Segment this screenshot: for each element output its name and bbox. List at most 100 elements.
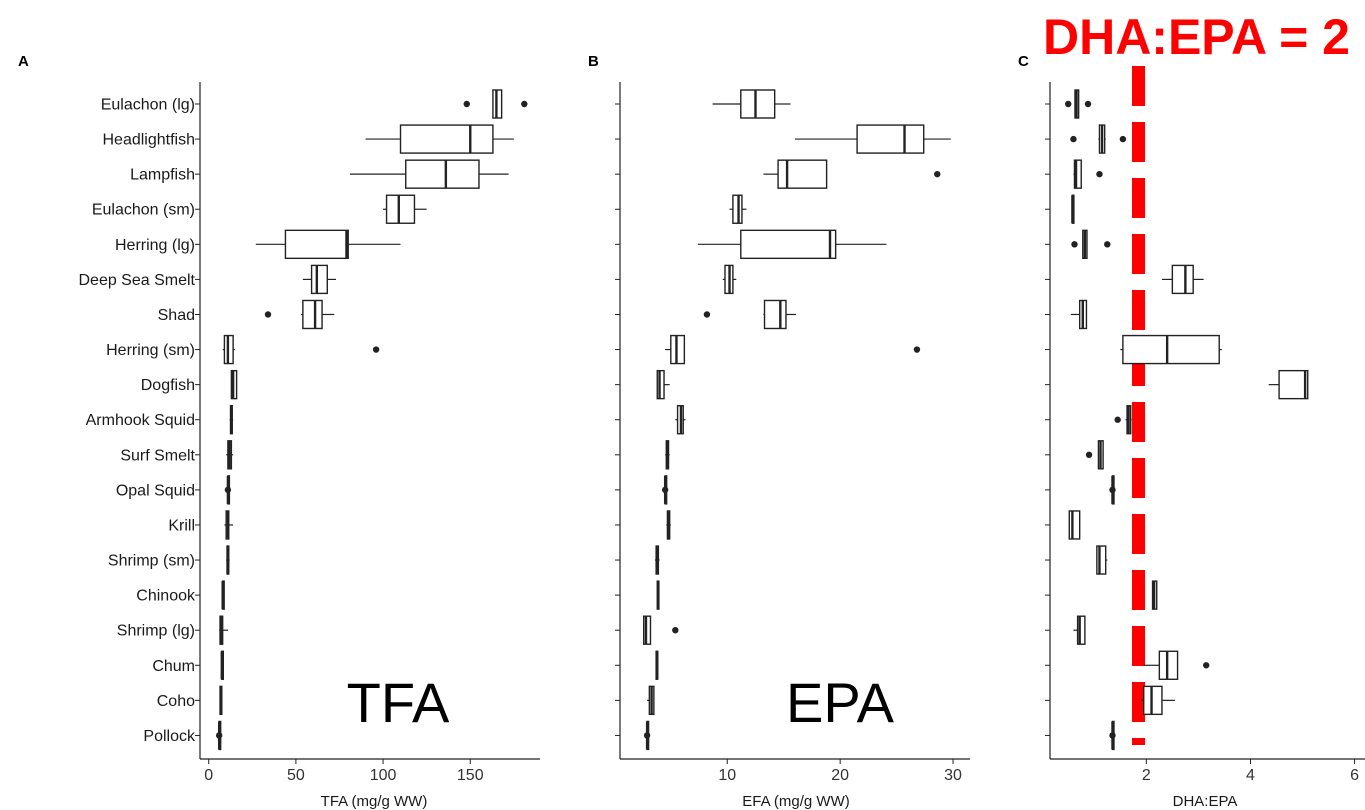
box-shad: [264, 299, 335, 330]
box-eulachon-sm: [729, 194, 747, 224]
box-surf-smelt: [226, 440, 234, 470]
box-iqr: [385, 194, 416, 224]
box-lampfish: [1073, 159, 1103, 189]
box-iqr: [1096, 545, 1107, 575]
box-lampfish: [349, 159, 509, 189]
box-shad: [1070, 299, 1088, 330]
panel-b: 10 20 30: [615, 82, 970, 784]
outlier-point: [1084, 100, 1092, 108]
category-label-krill: Krill: [168, 517, 195, 534]
x-tick-label: 150: [457, 767, 484, 784]
category-label-deep-sea-smelt: Deep Sea Smelt: [78, 272, 195, 289]
box-iqr: [777, 159, 828, 189]
x-tick-label: 6: [1350, 767, 1359, 784]
panel-letter-b: B: [588, 53, 599, 70]
box-iqr: [763, 299, 787, 330]
box-surf-smelt: [1085, 440, 1104, 470]
box-herring-sm: [665, 334, 921, 365]
x-axis-title-c: DHA:EPA: [1173, 793, 1238, 810]
category-label-armhook-squid: Armhook Squid: [86, 412, 195, 429]
box-iqr: [856, 124, 925, 154]
single-point: [224, 486, 232, 494]
box-iqr: [284, 229, 349, 260]
outlier-point: [1114, 416, 1121, 423]
box-headlightfish: [1070, 124, 1127, 154]
box-dogfish: [656, 369, 670, 400]
category-label-headlightfish: Headlightfish: [103, 132, 196, 149]
single-point: [1109, 486, 1116, 494]
outlier-point: [521, 100, 528, 108]
box-deep-sea-smelt: [722, 264, 737, 295]
panel-letter-a: A: [18, 53, 29, 70]
outlier-point: [1070, 135, 1077, 143]
overlay-label-tfa: TFA: [347, 671, 450, 734]
category-label-chum: Chum: [152, 658, 195, 675]
outlier-point: [672, 627, 679, 634]
box-opal-squid: [1109, 475, 1116, 505]
box-iqr: [1076, 615, 1086, 645]
x-tick-label: 30: [944, 767, 962, 784]
category-label-coho: Coho: [157, 693, 195, 710]
box-iqr: [405, 159, 480, 189]
category-label-herring-sm: Herring (sm): [106, 342, 195, 359]
box-shad: [703, 299, 797, 330]
category-label-shad: Shad: [158, 307, 195, 324]
box-iqr: [1068, 510, 1081, 540]
x-tick-label: 100: [370, 767, 397, 784]
x-tick-label: 50: [287, 767, 305, 784]
box-headlightfish: [365, 124, 514, 154]
box-opal-squid: [224, 475, 232, 505]
box-iqr: [1073, 159, 1082, 189]
box-shrimp-sm: [226, 545, 230, 575]
box-armhook-squid: [1114, 405, 1132, 435]
category-label-shrimp-lg: Shrimp (lg): [117, 623, 195, 640]
single-point: [643, 732, 651, 739]
box-krill: [1068, 510, 1081, 540]
box-surf-smelt: [665, 440, 670, 470]
overlay-label-epa: EPA: [786, 671, 895, 734]
category-label-pollock: Pollock: [143, 728, 196, 745]
box-herring-sm: [222, 334, 380, 365]
box-herring-lg: [255, 229, 401, 260]
category-label-eulachon-lg: Eulachon (lg): [101, 97, 195, 114]
box-eulachon-sm: [1071, 194, 1075, 224]
x-axis-title-b: EFA (mg/g WW): [742, 793, 850, 810]
category-labels: Eulachon (lg) Headlightfish Lampfish Eulach…: [78, 97, 196, 745]
box-herring-lg: [697, 229, 887, 260]
outlier-point: [1096, 170, 1103, 178]
single-point: [661, 486, 669, 494]
category-label-shrimp-sm: Shrimp (sm): [108, 553, 195, 570]
category-label-opal-squid: Opal Squid: [116, 482, 195, 499]
box-eulachon-lg: [712, 89, 791, 119]
outlier-point: [934, 170, 941, 178]
box-shrimp-sm: [1096, 545, 1108, 575]
box-deep-sea-smelt: [302, 264, 336, 295]
box-shrimp-sm: [655, 545, 660, 575]
x-tick-label: 20: [831, 767, 849, 784]
box-herring-sm: [1120, 334, 1222, 365]
box-iqr: [740, 229, 837, 260]
box-eulachon-lg: [1065, 89, 1092, 119]
box-krill: [224, 510, 234, 540]
outlier-point: [1202, 662, 1210, 669]
outlier-point: [463, 100, 470, 108]
box-herring-lg: [1071, 229, 1111, 260]
box-shrimp-lg: [219, 615, 228, 645]
x-tick-label: 10: [718, 767, 736, 784]
category-label-surf-smelt: Surf Smelt: [120, 447, 195, 464]
single-point: [1109, 732, 1116, 739]
box-iqr: [1171, 264, 1194, 295]
box-pollock: [1109, 720, 1116, 751]
panel-c: 2 4 6: [1045, 66, 1365, 784]
box-chum: [1143, 650, 1210, 680]
reference-line-label: DHA:EPA = 2: [1043, 9, 1350, 65]
outlier-point: [913, 346, 921, 353]
box-shrimp-lg: [1073, 615, 1086, 645]
box-krill: [666, 510, 671, 540]
box-iqr: [1158, 650, 1179, 680]
outlier-point: [703, 311, 711, 318]
category-label-dogfish: Dogfish: [141, 377, 195, 394]
outlier-point: [372, 346, 380, 353]
category-label-lampfish: Lampfish: [130, 167, 195, 184]
box-chinook: [1151, 580, 1158, 610]
